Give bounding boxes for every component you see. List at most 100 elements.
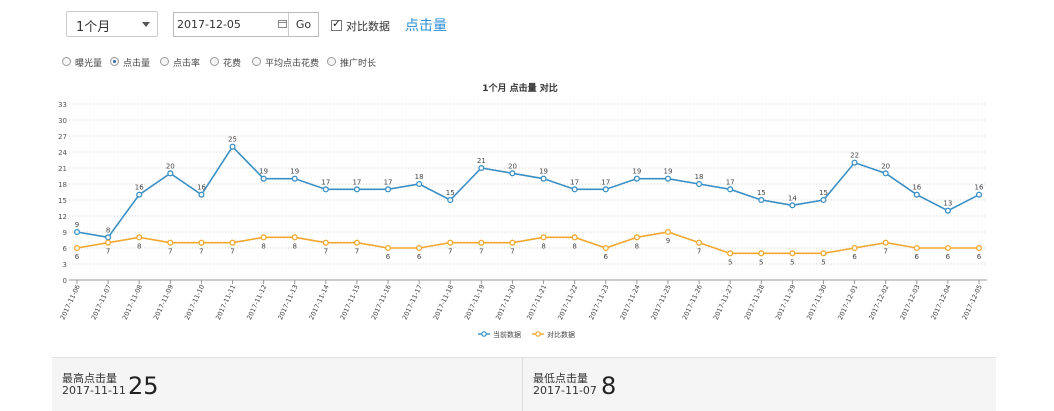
data-point <box>913 191 920 198</box>
data-point <box>602 186 609 193</box>
x-tick-label: 2017-11-13 <box>276 283 299 321</box>
y-tick-label: 30 <box>58 117 67 125</box>
x-tick-label: 2017-11-30 <box>805 283 828 321</box>
date-input[interactable] <box>177 15 277 33</box>
data-point <box>353 186 360 193</box>
data-label: 20 <box>508 162 517 170</box>
x-tick-label: 2017-11-26 <box>681 283 704 321</box>
x-tick-label: 2017-12-04 <box>929 283 952 321</box>
data-point <box>353 239 360 246</box>
data-point <box>571 186 578 193</box>
chart-title: 1个月 点击量 对比 <box>482 82 558 94</box>
data-point <box>633 234 640 241</box>
x-tick-label: 2017-12-03 <box>898 283 921 321</box>
x-tick-label: 2017-11-07 <box>90 283 113 321</box>
data-label: 17 <box>601 178 610 186</box>
max-stat: 最高点击量 2017-11-11 25 <box>52 358 522 411</box>
x-tick-label: 2017-11-14 <box>307 283 330 321</box>
y-tick-label: 12 <box>58 213 67 221</box>
data-label: 17 <box>726 178 735 186</box>
data-label: 7 <box>355 248 359 256</box>
radio-circle-icon[interactable] <box>252 57 261 66</box>
metric-radio-label: 点击量 <box>123 59 151 69</box>
radio-circle-icon[interactable] <box>327 57 336 66</box>
period-select[interactable]: 1个月 <box>66 11 158 37</box>
data-label: 17 <box>352 178 361 186</box>
go-button[interactable]: Go <box>288 13 318 36</box>
data-label: 14 <box>788 194 797 202</box>
data-label: 20 <box>166 162 175 170</box>
data-label: 9 <box>666 237 670 245</box>
y-tick-label: 6 <box>63 245 68 253</box>
data-point <box>167 170 174 177</box>
max-stat-title: 最高点击量 <box>62 372 117 385</box>
min-stat-date: 2017-11-07 <box>533 384 597 397</box>
data-label: 7 <box>168 248 172 256</box>
legend-marker <box>535 331 541 337</box>
x-tick-label: 2017-11-10 <box>183 283 206 321</box>
data-label: 19 <box>632 168 641 176</box>
legend-label: 当前数据 <box>493 330 521 339</box>
data-point <box>882 170 889 177</box>
data-label: 8 <box>292 242 296 250</box>
data-label: 19 <box>290 168 299 176</box>
y-tick-label: 33 <box>58 101 67 109</box>
chevron-down-icon <box>142 22 150 27</box>
series-line-1 <box>76 231 979 255</box>
data-point <box>758 250 765 257</box>
x-tick-label: 2017-11-21 <box>525 283 548 321</box>
x-tick-label: 2017-11-09 <box>152 283 175 321</box>
x-tick-label: 2017-11-28 <box>743 283 766 321</box>
data-point <box>73 228 81 236</box>
compare-checkbox[interactable] <box>331 17 342 31</box>
radio-circle-icon[interactable] <box>160 57 169 66</box>
data-label: 7 <box>106 248 110 256</box>
data-label: 7 <box>448 248 452 256</box>
radio-circle-icon[interactable] <box>210 57 219 66</box>
data-label: 25 <box>228 136 237 144</box>
data-point <box>664 175 672 182</box>
data-point <box>944 207 951 214</box>
metric-link[interactable]: 点击量 <box>405 18 447 34</box>
legend-label: 对比数据 <box>547 330 575 339</box>
x-tick-label: 2017-11-16 <box>370 283 393 321</box>
max-stat-date: 2017-11-11 <box>62 384 126 397</box>
data-label: 8 <box>261 242 265 250</box>
data-label: 5 <box>759 258 763 266</box>
data-label: 15 <box>819 189 828 197</box>
data-point <box>820 196 827 204</box>
x-tick-label: 2017-11-20 <box>494 283 517 321</box>
data-label: 17 <box>321 178 330 186</box>
data-point <box>727 250 734 257</box>
data-label: 6 <box>417 253 422 261</box>
data-label: 17 <box>384 178 393 186</box>
data-point <box>664 228 672 236</box>
data-label: 16 <box>197 184 206 192</box>
data-point <box>913 244 920 252</box>
data-point <box>105 239 112 246</box>
metric-radio-label: 花费 <box>223 59 242 69</box>
radio-circle-icon[interactable] <box>62 57 71 66</box>
data-point <box>509 239 516 246</box>
data-label: 16 <box>912 184 921 192</box>
period-select-value: 1个月 <box>76 20 111 35</box>
data-point <box>696 239 703 246</box>
metric-radio-label: 曝光量 <box>75 59 103 69</box>
data-point <box>602 244 609 252</box>
data-point <box>416 180 423 188</box>
data-point <box>136 234 143 241</box>
data-label: 7 <box>883 248 887 256</box>
data-label: 19 <box>539 168 548 176</box>
series-line-0 <box>76 145 980 239</box>
x-tick-label: 2017-11-06 <box>59 283 82 321</box>
data-point <box>789 202 796 209</box>
metric-radio-label: 点击率 <box>173 59 201 69</box>
radio-circle-icon[interactable] <box>110 57 119 66</box>
calendar-icon[interactable] <box>278 20 287 28</box>
data-point <box>789 250 796 257</box>
data-point <box>291 175 298 182</box>
data-point <box>136 191 143 198</box>
data-label: 7 <box>510 248 514 256</box>
date-picker: Go <box>173 12 319 37</box>
data-point <box>260 175 267 182</box>
